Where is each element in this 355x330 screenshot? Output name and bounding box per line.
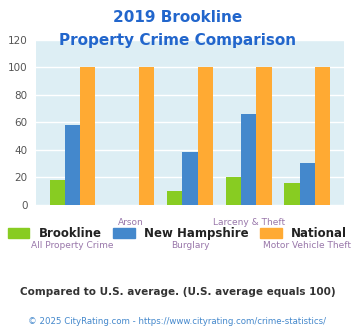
Text: Motor Vehicle Theft: Motor Vehicle Theft: [263, 241, 351, 250]
Bar: [284, 182, 300, 205]
Bar: [80, 67, 95, 205]
Text: Property Crime Comparison: Property Crime Comparison: [59, 33, 296, 48]
Bar: [241, 114, 256, 205]
Text: Arson: Arson: [118, 218, 144, 227]
Bar: [226, 177, 241, 205]
Bar: [50, 180, 65, 205]
Legend: Brookline, New Hampshire, National: Brookline, New Hampshire, National: [4, 224, 351, 244]
Text: Burglary: Burglary: [171, 241, 209, 250]
Text: © 2025 CityRating.com - https://www.cityrating.com/crime-statistics/: © 2025 CityRating.com - https://www.city…: [28, 317, 327, 326]
Bar: [198, 67, 213, 205]
Bar: [139, 67, 154, 205]
Bar: [65, 125, 80, 205]
Bar: [315, 67, 330, 205]
Text: Compared to U.S. average. (U.S. average equals 100): Compared to U.S. average. (U.S. average …: [20, 287, 335, 297]
Bar: [167, 191, 182, 205]
Text: 2019 Brookline: 2019 Brookline: [113, 10, 242, 25]
Bar: [256, 67, 272, 205]
Text: All Property Crime: All Property Crime: [31, 241, 114, 250]
Bar: [300, 163, 315, 205]
Text: Larceny & Theft: Larceny & Theft: [213, 218, 285, 227]
Bar: [182, 152, 198, 205]
